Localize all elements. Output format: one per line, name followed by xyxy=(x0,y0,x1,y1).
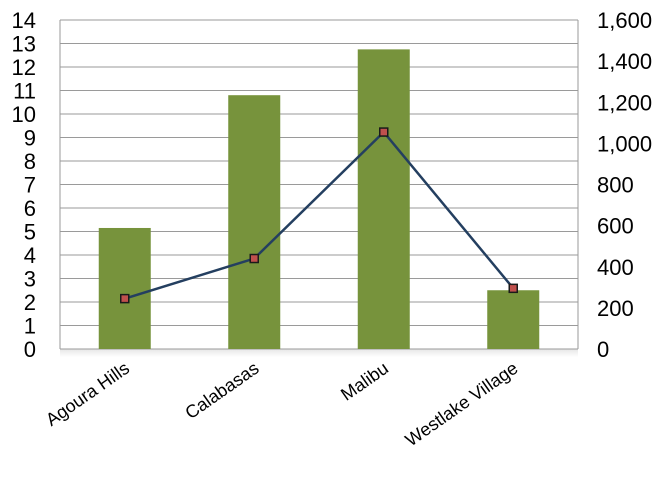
left-tick-label: 3 xyxy=(24,267,36,292)
left-tick-label: 12 xyxy=(12,55,36,80)
line-series xyxy=(120,127,518,304)
right-tick-label: 1,600 xyxy=(597,8,652,33)
left-tick-label: 1 xyxy=(24,314,36,339)
left-tick-label: 5 xyxy=(24,220,36,245)
right-tick-label: 400 xyxy=(597,255,634,280)
left-tick-label: 13 xyxy=(12,32,36,57)
right-tick-label: 800 xyxy=(597,173,634,198)
left-tick-label: 7 xyxy=(24,173,36,198)
left-tick-label: 4 xyxy=(24,243,36,268)
x-tick-label: Agoura Hills xyxy=(42,358,133,430)
line-path xyxy=(124,130,515,300)
right-tick-label: 600 xyxy=(597,214,634,239)
line-point xyxy=(379,127,389,137)
right-tick-label: 1,000 xyxy=(597,131,652,156)
right-tick-label: 1,200 xyxy=(597,90,652,115)
x-tick-label: Malibu xyxy=(337,358,392,405)
left-tick-label: 11 xyxy=(13,79,36,104)
line-point xyxy=(508,283,518,294)
left-tick-label: 10 xyxy=(12,102,36,127)
left-tick-label: 2 xyxy=(24,290,36,315)
right-tick-label: 0 xyxy=(597,337,609,362)
x-tick-label: Westlake Village xyxy=(402,358,522,450)
left-tick-label: 0 xyxy=(24,337,36,362)
line-point xyxy=(120,293,130,304)
left-tick-label: 9 xyxy=(24,126,36,151)
right-tick-label: 1,400 xyxy=(597,49,652,74)
right-axis-ticks: 0 200 400 600 800 1,000 1,200 1,400 1,600 xyxy=(597,8,652,362)
left-tick-label: 8 xyxy=(24,149,36,174)
right-tick-label: 200 xyxy=(597,296,634,321)
bar xyxy=(98,227,151,349)
bar-series xyxy=(98,49,540,349)
bar xyxy=(357,49,410,349)
x-axis-ticks: Agoura Hills Calabasas Malibu Westlake Vill… xyxy=(42,358,521,450)
plot-floor xyxy=(60,349,578,357)
left-tick-label: 14 xyxy=(12,8,36,33)
bar xyxy=(228,95,281,349)
left-tick-label: 6 xyxy=(24,196,36,221)
line-point xyxy=(249,253,259,264)
bar xyxy=(487,290,540,349)
x-tick-label: Calabasas xyxy=(181,358,262,423)
